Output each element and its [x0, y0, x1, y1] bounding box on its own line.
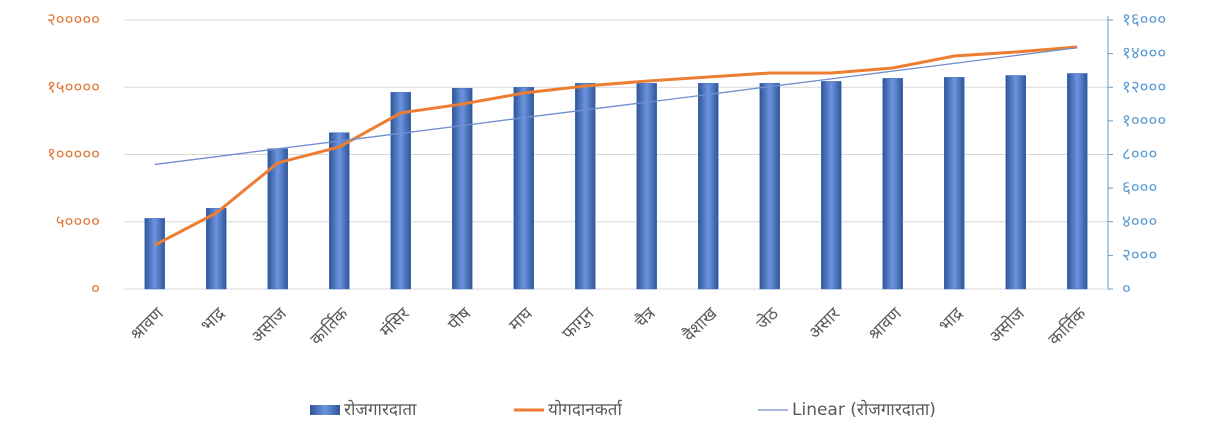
bar [452, 88, 473, 290]
bar [575, 82, 596, 290]
x-tick-label: असार [805, 303, 845, 343]
y-tick-label: १००००० [47, 145, 100, 165]
bar [759, 82, 780, 290]
x-tick-label: चैत्र [631, 303, 661, 333]
y-tick-label: ५०००० [56, 212, 100, 232]
x-tick-label: असोज [247, 303, 291, 347]
x-tick-label: वैशाख [679, 302, 722, 345]
y2-tick-label: ० [1122, 279, 1131, 299]
x-tick-label: भाद्र [197, 303, 230, 336]
bar [882, 78, 903, 290]
y-tick-label: ० [91, 279, 100, 299]
bar [698, 82, 719, 290]
y2-tick-label: १६००० [1122, 10, 1166, 30]
legend-label: योगदानकर्ता [548, 399, 623, 420]
y2-tick-label: १२००० [1122, 77, 1166, 97]
x-tick-label: कार्तिक [306, 303, 353, 350]
y2-tick-label: ८००० [1122, 145, 1157, 165]
legend-swatch [310, 405, 340, 415]
bar [206, 208, 227, 290]
x-tick-label: कार्तिक [1044, 303, 1091, 350]
bar [1067, 73, 1088, 290]
x-tick-label: माघ [505, 303, 537, 335]
x-tick-label: भाद्र [935, 303, 968, 336]
x-tick-label: पौष [444, 302, 477, 335]
y2-tick-label: २००० [1122, 245, 1157, 265]
x-tick-label: मंसिर [376, 302, 415, 341]
x-tick-label: असोज [985, 303, 1029, 347]
bar [513, 87, 534, 290]
x-tick-label: श्रावण [127, 303, 169, 345]
legend-label: रोजगारदाता [344, 399, 417, 420]
y2-tick-label: १०००० [1122, 111, 1166, 131]
line [154, 45, 1078, 247]
y2-tick-label: १४००० [1122, 44, 1166, 64]
y-tick-label: २००००० [47, 10, 100, 30]
bar [1005, 75, 1026, 290]
legend-label: Linear (रोजगारदाता) [792, 399, 936, 420]
y2-tick-label: ४००० [1122, 212, 1157, 232]
bar [821, 81, 842, 290]
x-tick-label: जेठ [752, 302, 784, 334]
bar [636, 82, 657, 290]
bar [144, 218, 165, 290]
bar [329, 132, 350, 290]
y2-tick-label: ६००० [1122, 178, 1157, 198]
x-tick-label: श्रावण [865, 303, 907, 345]
x-tick-label: फागुन [558, 304, 598, 344]
bar [390, 92, 411, 290]
bar [944, 77, 965, 290]
y-tick-label: १५०००० [47, 77, 100, 97]
line [154, 47, 1078, 166]
